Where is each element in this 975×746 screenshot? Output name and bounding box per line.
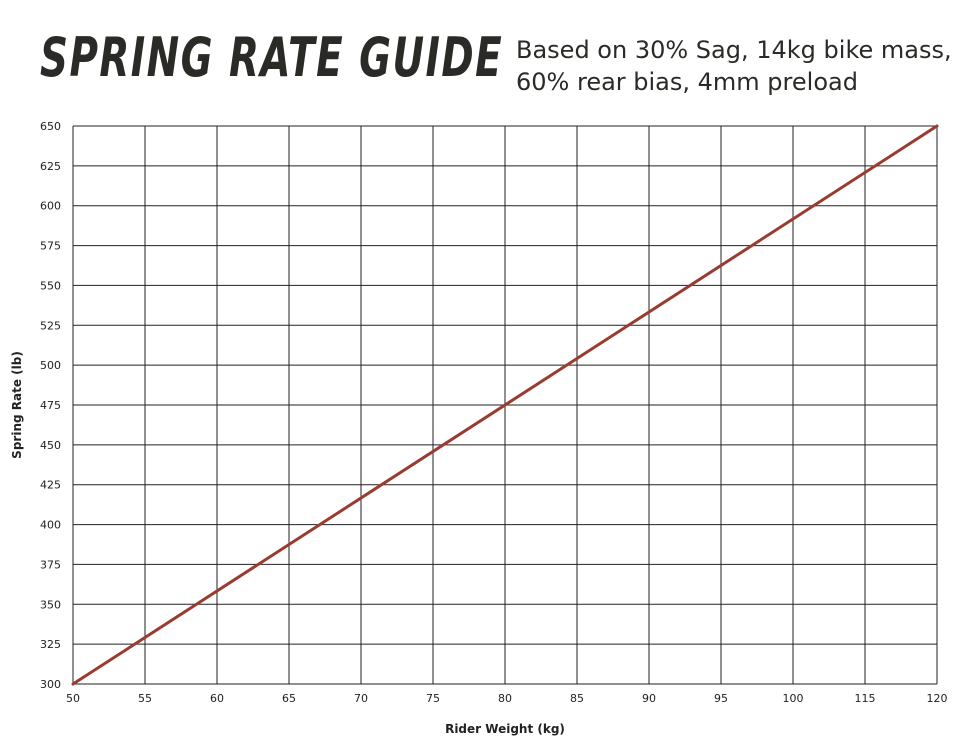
y-tick-label-400: 400	[40, 519, 61, 532]
tick-label-layer: 50 55 60 65 70 75 80 85 90 95 100 115 120 300 325 350 37…	[40, 120, 948, 705]
x-tick-label-60: 60	[210, 692, 224, 705]
y-tick-label-375: 375	[40, 558, 61, 571]
y-axis-label: Spring Rate (lb)	[10, 351, 24, 459]
x-tick-label-70: 70	[354, 692, 368, 705]
y-tick-label-525: 525	[40, 319, 61, 332]
y-tick-label-650: 650	[40, 120, 61, 133]
y-tick-label-325: 325	[40, 638, 61, 651]
x-tick-label-55: 55	[138, 692, 152, 705]
x-tick-label-75: 75	[426, 692, 440, 705]
grid-layer	[72, 125, 938, 685]
subtitle-line-2: 60% rear bias, 4mm preload	[516, 68, 858, 96]
y-tick-label-425: 425	[40, 479, 61, 492]
y-tick-label-575: 575	[40, 240, 61, 253]
x-axis-label: Rider Weight (kg)	[445, 722, 565, 736]
x-tick-label-100: 100	[783, 692, 804, 705]
x-tick-label-115: 115	[855, 692, 876, 705]
y-tick-label-500: 500	[40, 359, 61, 372]
chart-subtitle: Based on 30% Sag, 14kg bike mass, 60% re…	[516, 34, 956, 98]
x-tick-label-50: 50	[66, 692, 80, 705]
subtitle-line-1: Based on 30% Sag, 14kg bike mass,	[516, 36, 952, 64]
x-tick-label-95: 95	[714, 692, 728, 705]
y-tick-label-550: 550	[40, 279, 61, 292]
x-tick-label-80: 80	[498, 692, 512, 705]
series-line-0	[71, 124, 939, 686]
chart-header: SPRING RATE GUIDE Based on 30% Sag, 14kg…	[40, 22, 960, 112]
y-tick-label-350: 350	[40, 598, 61, 611]
x-tick-label-120: 120	[927, 692, 948, 705]
series-layer	[71, 124, 939, 686]
y-tick-label-475: 475	[40, 399, 61, 412]
chart-title: SPRING RATE GUIDE	[40, 26, 504, 89]
y-tick-label-625: 625	[40, 160, 61, 173]
y-tick-label-450: 450	[40, 439, 61, 452]
x-tick-label-90: 90	[642, 692, 656, 705]
y-tick-label-300: 300	[40, 678, 61, 691]
y-tick-label-600: 600	[40, 200, 61, 213]
x-tick-label-65: 65	[282, 692, 296, 705]
x-tick-label-85: 85	[570, 692, 584, 705]
